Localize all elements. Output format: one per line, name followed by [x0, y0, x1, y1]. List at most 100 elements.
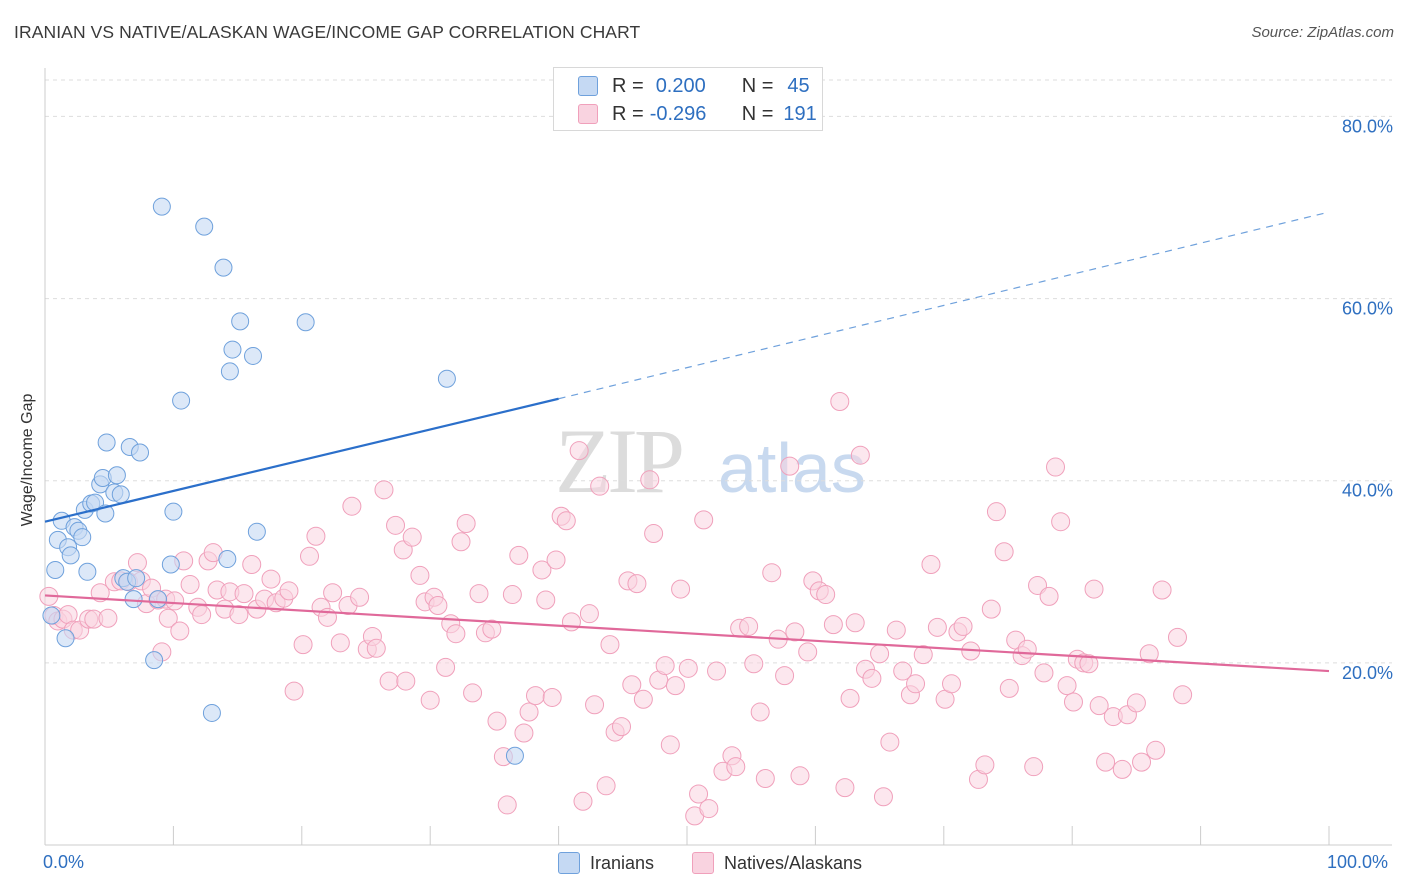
- natives-point: [330, 633, 350, 653]
- iranians-point: [145, 651, 164, 670]
- chart-source: Source: ZipAtlas.com: [1251, 24, 1394, 41]
- iranians-point: [214, 258, 233, 277]
- natives-point: [755, 769, 775, 789]
- x-tick-label-max: 100.0%: [1327, 852, 1389, 872]
- natives-point: [556, 511, 576, 531]
- natives-point: [482, 619, 502, 639]
- iranians-point: [161, 555, 180, 574]
- natives-point: [707, 661, 727, 681]
- bottom-legend-label-iranians: Iranians: [590, 852, 655, 873]
- natives-point: [456, 514, 476, 534]
- iranians-point: [505, 746, 524, 765]
- natives-point: [229, 605, 249, 625]
- natives-point: [420, 690, 440, 710]
- iranians-point: [247, 522, 266, 541]
- natives-point: [192, 605, 212, 625]
- natives-point: [886, 620, 906, 640]
- natives-point: [927, 617, 947, 637]
- natives-point: [660, 735, 680, 755]
- iranians-point: [202, 703, 221, 722]
- iranians-point: [296, 313, 315, 332]
- natives-point: [913, 645, 933, 665]
- natives-point: [1112, 759, 1132, 779]
- natives-point: [689, 784, 709, 804]
- y-tick-label: 80.0%: [1342, 116, 1393, 136]
- natives-point: [542, 687, 562, 707]
- natives-point: [994, 542, 1014, 562]
- natives-point: [323, 583, 343, 603]
- natives-point: [261, 569, 281, 589]
- natives-point: [750, 702, 770, 722]
- natives-point: [873, 787, 893, 807]
- natives-point: [726, 757, 746, 777]
- natives-point: [762, 563, 782, 583]
- natives-point: [870, 644, 890, 664]
- natives-point: [942, 674, 962, 694]
- natives-point: [678, 658, 698, 678]
- iranians-point: [111, 485, 130, 504]
- legend-swatch-natives: [578, 104, 598, 124]
- natives-point: [127, 553, 147, 573]
- natives-point: [180, 575, 200, 595]
- natives-point: [880, 732, 900, 752]
- iranians-point: [195, 217, 214, 236]
- natives-point: [785, 622, 805, 642]
- iranians-point: [131, 443, 150, 462]
- natives-point: [379, 671, 399, 691]
- natives-point: [655, 656, 675, 676]
- natives-point: [798, 642, 818, 662]
- natives-point: [386, 515, 406, 535]
- natives-point: [306, 526, 326, 546]
- natives-point: [1034, 663, 1054, 683]
- iranians-point: [164, 502, 183, 521]
- natives-point: [590, 476, 610, 496]
- natives-point: [502, 585, 522, 605]
- natives-point: [1089, 696, 1109, 716]
- legend: R = 0.200 N = 45 R = -0.296 N = 191: [553, 67, 823, 131]
- natives-point: [1039, 586, 1059, 606]
- natives-point: [999, 678, 1019, 698]
- trend-lines: [44, 211, 1330, 673]
- natives-point: [1152, 580, 1172, 600]
- natives-point: [561, 612, 581, 632]
- iranians-point: [172, 391, 191, 410]
- watermark-zip: ZIP: [555, 410, 682, 512]
- natives-point: [671, 579, 691, 599]
- natives-point: [402, 527, 422, 547]
- natives-point: [1028, 575, 1048, 595]
- natives-point: [469, 584, 489, 604]
- axes: [44, 68, 1392, 846]
- natives-point: [546, 550, 566, 570]
- legend-r-label: R =: [612, 74, 644, 97]
- iranians-point: [148, 590, 167, 609]
- iranians-point: [244, 346, 263, 365]
- natives-point: [665, 676, 685, 696]
- natives-point: [694, 510, 714, 530]
- iranians-point: [220, 362, 239, 381]
- natives-point: [446, 624, 466, 644]
- iranians-point: [152, 197, 171, 216]
- natives-point: [284, 681, 304, 701]
- natives-point: [279, 581, 299, 601]
- natives-point: [633, 689, 653, 709]
- natives-point: [410, 565, 430, 585]
- natives-point: [775, 666, 795, 686]
- natives-point: [612, 717, 632, 737]
- legend-row-iranians: R = 0.200 N = 45: [578, 74, 810, 98]
- natives-point: [1017, 639, 1037, 659]
- watermark: ZIP atlas: [555, 410, 866, 512]
- natives-point: [1139, 644, 1159, 664]
- natives-point: [158, 608, 178, 628]
- natives-point: [816, 585, 836, 605]
- natives-point: [975, 755, 995, 775]
- natives-point: [644, 524, 664, 544]
- natives-point: [242, 555, 262, 574]
- natives-point: [300, 546, 320, 566]
- iranians-trend-line: [44, 397, 559, 523]
- natives-point: [1024, 757, 1044, 777]
- natives-point: [532, 560, 552, 580]
- natives-point: [1132, 752, 1152, 772]
- natives-point: [98, 608, 118, 628]
- natives-point: [1057, 676, 1077, 696]
- natives-point: [293, 635, 313, 655]
